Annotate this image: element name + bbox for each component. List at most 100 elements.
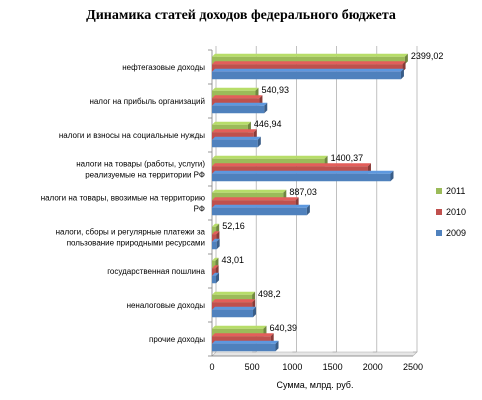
legend-swatch — [436, 230, 442, 236]
bar-side — [275, 340, 279, 352]
bar — [212, 207, 307, 216]
bar-top — [212, 204, 310, 208]
bar-top — [212, 95, 263, 99]
legend-label: 2010 — [446, 207, 466, 217]
bar-top — [212, 87, 259, 91]
bar-top — [212, 340, 279, 344]
category-label: налоги и взносы на социальные нужды — [59, 131, 205, 140]
bar — [212, 64, 403, 72]
bar-top — [212, 53, 408, 57]
bar-top — [212, 68, 404, 72]
bar-top — [212, 231, 220, 235]
bar-side — [216, 238, 220, 250]
bar — [212, 226, 217, 235]
x-tick-label: 1000 — [282, 362, 302, 372]
bar-top — [212, 155, 328, 159]
data-label: 498,2 — [258, 289, 281, 299]
data-label: 887,03 — [289, 187, 317, 197]
bar-top — [212, 129, 257, 133]
bar — [212, 98, 260, 106]
bar-side — [264, 102, 268, 114]
x-tick-label: 1500 — [323, 362, 343, 372]
category-label: РФ — [194, 205, 205, 214]
bar-top — [212, 223, 220, 227]
category-label: налоги, сборы и регулярные платежи за — [56, 228, 206, 237]
data-label: 43,01 — [221, 255, 244, 265]
bar — [212, 302, 253, 310]
bar-top — [212, 299, 256, 303]
bar — [212, 275, 217, 284]
data-label: 1400,37 — [331, 153, 364, 163]
legend-swatch — [436, 209, 442, 215]
bar — [212, 71, 401, 80]
category-label: прочие доходы — [149, 335, 205, 344]
bar-side — [306, 204, 310, 216]
x-tick-label: 500 — [245, 362, 260, 372]
bar-top — [212, 121, 251, 125]
data-label: 52,16 — [222, 221, 245, 231]
bar — [212, 200, 296, 208]
bar-top — [212, 265, 219, 269]
bar-top — [212, 102, 268, 106]
category-label: государственная пошлина — [107, 267, 205, 276]
category-label: пользование природными ресурсами — [67, 239, 205, 248]
bar-top — [212, 238, 220, 242]
data-label: 640,39 — [269, 323, 297, 333]
chart-title: Динамика статей доходов федерального бюд… — [86, 8, 396, 23]
bar — [212, 328, 264, 337]
category-label: неналоговые доходы — [127, 301, 206, 310]
bar — [212, 268, 216, 276]
category-label: налоги на товары, ввозимые на территорию — [41, 194, 205, 203]
bar — [212, 234, 217, 242]
bar — [212, 192, 284, 201]
bar-side — [390, 170, 394, 182]
bar-side — [253, 306, 257, 318]
bar — [212, 105, 265, 114]
x-axis-label: Сумма, млрд. руб. — [276, 380, 354, 390]
category-label: реализуемые на территории РФ — [85, 171, 205, 180]
x-tick-label: 2000 — [363, 362, 383, 372]
bar-side — [404, 53, 408, 65]
bar-top — [212, 189, 287, 193]
category-label: налог на прибыль организаций — [89, 97, 205, 106]
data-label: 446,94 — [254, 119, 282, 129]
bar-top — [212, 272, 220, 276]
data-label: 2399,02 — [411, 51, 444, 61]
plot-floor — [211, 351, 418, 357]
category-label: нефтегазовые доходы — [122, 63, 205, 72]
bar-top — [212, 136, 261, 140]
bar-side — [216, 272, 220, 284]
category-label: налоги на товары (работы, услуги) — [76, 160, 205, 169]
data-label: 540,93 — [261, 85, 289, 95]
bar — [212, 294, 253, 303]
bar — [212, 124, 248, 133]
bar-top — [212, 197, 299, 201]
legend-swatch — [436, 188, 442, 194]
bar — [212, 173, 391, 182]
bar — [212, 343, 276, 352]
bar — [212, 336, 271, 344]
bar — [212, 166, 368, 174]
bar-top — [212, 257, 219, 261]
bar-top — [212, 170, 394, 174]
x-tick-label: 2500 — [403, 362, 423, 372]
legend-label: 2011 — [446, 186, 465, 196]
bar-top — [212, 325, 267, 329]
bar-top — [212, 163, 371, 167]
bar — [212, 241, 217, 250]
bar-top — [212, 306, 257, 310]
bar — [212, 90, 256, 99]
bar — [212, 158, 325, 167]
bar-top — [212, 61, 406, 65]
bar-top — [212, 291, 256, 295]
x-tick-label: 0 — [209, 362, 214, 372]
bar-top — [212, 333, 274, 337]
bar — [212, 139, 258, 148]
bar — [212, 132, 254, 140]
legend-label: 2009 — [446, 228, 466, 238]
bar — [212, 260, 216, 269]
bar — [212, 309, 254, 318]
bar — [212, 56, 405, 65]
